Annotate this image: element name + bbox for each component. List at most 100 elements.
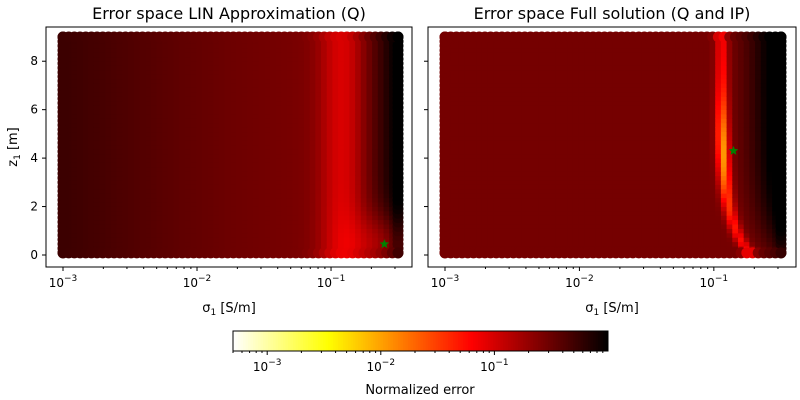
heatmap-cell xyxy=(116,74,123,80)
heatmap-cell xyxy=(572,60,580,66)
heatmap-cell xyxy=(498,47,506,53)
heatmap-cell xyxy=(515,206,523,212)
heatmap-cell xyxy=(247,175,254,181)
heatmap-cell xyxy=(589,188,597,194)
heatmap-cell xyxy=(286,100,294,106)
heatmap-cell xyxy=(372,96,379,102)
heatmap-cell xyxy=(82,43,89,49)
heatmap-cell xyxy=(498,184,506,190)
heatmap-cell xyxy=(584,43,591,49)
heatmap-cell xyxy=(264,87,271,93)
heatmap-cell xyxy=(65,65,72,71)
heatmap-cell xyxy=(521,140,528,146)
heatmap-cell xyxy=(196,162,203,168)
heatmap-cell xyxy=(521,56,528,62)
heatmap-cell xyxy=(298,241,305,247)
heatmap-cell xyxy=(343,153,351,159)
heatmap-cell xyxy=(635,241,642,247)
heatmap-cell xyxy=(88,175,95,181)
heatmap-cell xyxy=(349,228,356,234)
heatmap-cell xyxy=(567,171,574,177)
heatmap-cell xyxy=(315,210,322,216)
y-axis-label: z1 [m] xyxy=(6,127,23,167)
heatmap-cell xyxy=(544,47,551,53)
heatmap-cell xyxy=(487,171,494,177)
heatmap-cell xyxy=(447,175,454,181)
heatmap-cell xyxy=(145,223,152,229)
heatmap-cell xyxy=(561,104,568,110)
heatmap-cell xyxy=(332,232,339,238)
heatmap-cell xyxy=(76,157,84,163)
heatmap-cell xyxy=(156,157,163,163)
heatmap-cell xyxy=(493,162,500,168)
heatmap-cell xyxy=(264,184,271,190)
heatmap-cell xyxy=(498,219,506,225)
heatmap-cell xyxy=(377,135,385,141)
heatmap-cell xyxy=(447,162,454,168)
heatmap-cell xyxy=(145,87,152,93)
heatmap-cell xyxy=(567,215,574,221)
heatmap-cell xyxy=(366,118,373,124)
heatmap-cell xyxy=(447,96,454,102)
heatmap-cell xyxy=(355,179,362,185)
heatmap-cell xyxy=(128,197,135,203)
heatmap-cell xyxy=(498,74,506,80)
heatmap-cell xyxy=(110,210,118,216)
heatmap-cell xyxy=(464,60,471,66)
heatmap-cell xyxy=(360,223,368,229)
heatmap-cell xyxy=(544,52,551,58)
heatmap-cell xyxy=(82,91,89,97)
heatmap-cell xyxy=(110,47,118,53)
heatmap-cell xyxy=(453,219,460,225)
heatmap-cell xyxy=(453,144,460,150)
heatmap-cell xyxy=(235,201,243,207)
heatmap-cell xyxy=(493,69,500,75)
heatmap-cell xyxy=(99,144,106,150)
heatmap-cell xyxy=(532,228,540,234)
heatmap-cell xyxy=(247,100,254,106)
heatmap-cell xyxy=(618,179,625,185)
heatmap-cell xyxy=(343,144,351,150)
heatmap-cell xyxy=(458,157,466,163)
heatmap-cell xyxy=(326,228,334,234)
heatmap-cell xyxy=(82,148,89,155)
heatmap-cell xyxy=(201,223,209,229)
heatmap-cell xyxy=(458,215,466,221)
heatmap-cell xyxy=(510,113,517,119)
heatmap-cell xyxy=(532,109,540,115)
heatmap-cell xyxy=(207,47,214,53)
error-heatmap xyxy=(439,31,787,259)
heatmap-cell xyxy=(150,171,157,177)
heatmap-cell xyxy=(76,144,84,150)
heatmap-cell xyxy=(567,113,574,119)
heatmap-cell xyxy=(521,91,528,97)
heatmap-cell xyxy=(550,171,557,177)
heatmap-cell xyxy=(252,193,260,199)
heatmap-cell xyxy=(258,91,265,97)
heatmap-cell xyxy=(162,74,169,80)
heatmap-cell xyxy=(578,175,585,181)
heatmap-cell xyxy=(487,237,494,243)
heatmap-cell xyxy=(493,100,500,106)
heatmap-cell xyxy=(105,56,112,62)
heatmap-cell xyxy=(572,74,580,80)
heatmap-cell xyxy=(389,47,396,53)
heatmap-cell xyxy=(71,210,78,216)
heatmap-cell xyxy=(184,60,192,66)
heatmap-cell xyxy=(116,104,123,110)
heatmap-cell xyxy=(201,69,209,75)
heatmap-cell xyxy=(355,43,362,49)
heatmap-cell xyxy=(122,175,129,181)
heatmap-cell xyxy=(321,171,328,177)
heatmap-cell xyxy=(510,91,517,97)
heatmap-cell xyxy=(476,52,483,58)
heatmap-cell xyxy=(515,43,523,49)
heatmap-cell xyxy=(99,91,106,97)
heatmap-cell xyxy=(213,91,220,97)
heatmap-cell xyxy=(504,144,511,150)
heatmap-cell xyxy=(213,201,220,207)
heatmap-cell xyxy=(464,166,471,172)
heatmap-cell xyxy=(156,184,163,190)
heatmap-cell xyxy=(377,52,385,58)
heatmap-cell xyxy=(99,210,106,216)
